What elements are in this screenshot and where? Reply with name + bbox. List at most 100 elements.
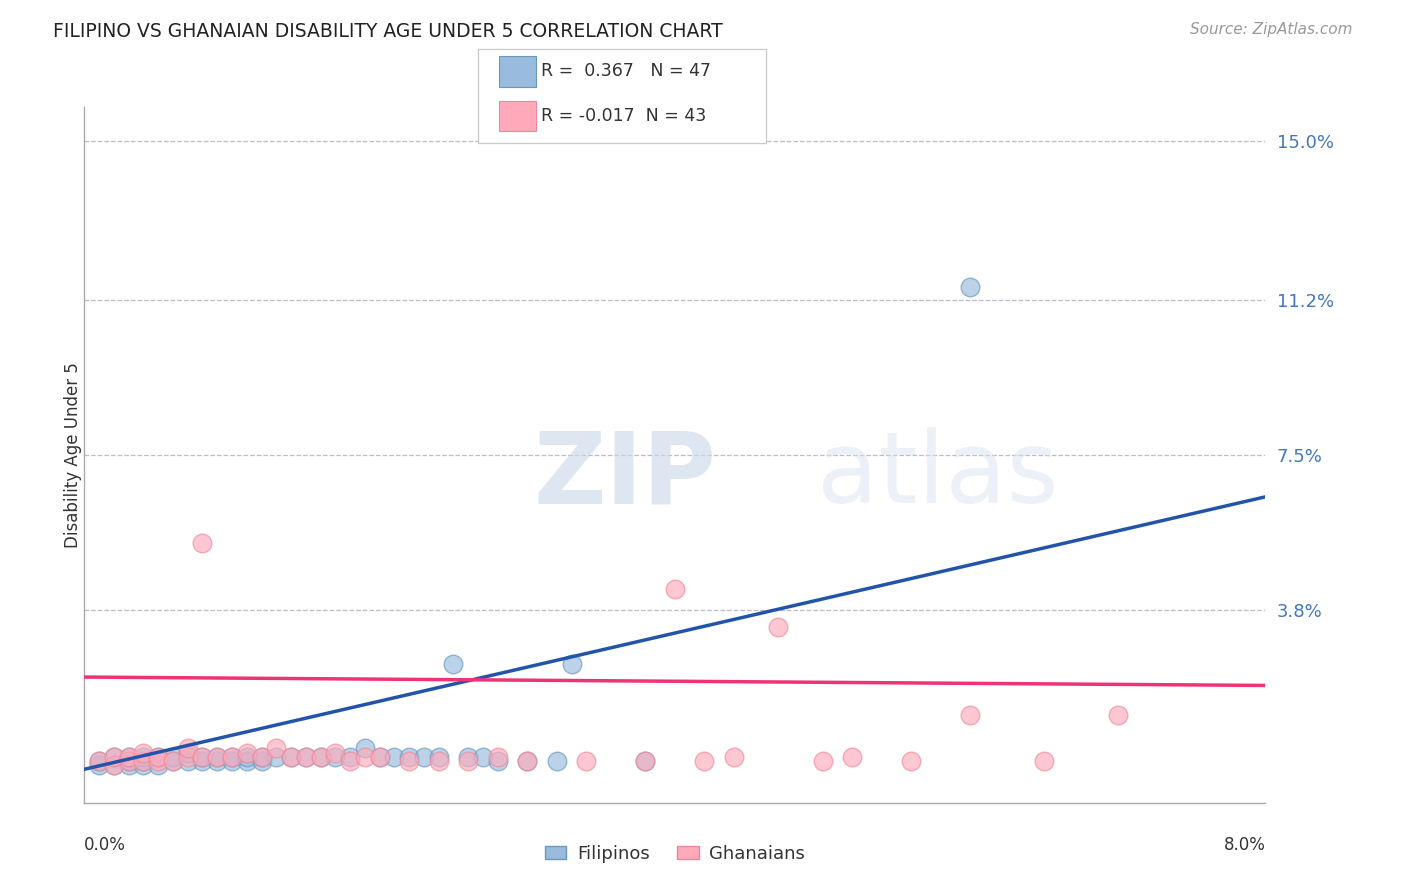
Point <box>221 754 243 768</box>
Point <box>280 749 302 764</box>
Point <box>457 749 479 764</box>
Point <box>118 754 141 768</box>
Point <box>811 754 834 768</box>
Point <box>132 749 155 764</box>
Point <box>191 749 214 764</box>
Point <box>103 749 125 764</box>
Point <box>221 749 243 764</box>
Text: Source: ZipAtlas.com: Source: ZipAtlas.com <box>1189 22 1353 37</box>
Point <box>162 749 184 764</box>
Point <box>575 754 598 768</box>
Point <box>959 707 981 722</box>
Point <box>339 754 361 768</box>
Point <box>339 749 361 764</box>
Point <box>354 741 377 756</box>
Y-axis label: Disability Age Under 5: Disability Age Under 5 <box>65 362 82 548</box>
Point <box>118 749 141 764</box>
Point <box>177 746 200 760</box>
Point <box>693 754 716 768</box>
Text: 8.0%: 8.0% <box>1223 837 1265 855</box>
Point <box>723 749 745 764</box>
Point <box>368 749 391 764</box>
Point <box>250 754 273 768</box>
Point <box>768 620 790 634</box>
Point <box>561 657 583 672</box>
Point <box>634 754 657 768</box>
Point <box>148 749 170 764</box>
Point <box>295 749 318 764</box>
Point <box>177 754 200 768</box>
Point <box>486 749 509 764</box>
Point <box>413 749 436 764</box>
Point <box>162 754 184 768</box>
Point <box>264 741 288 756</box>
Point <box>103 758 125 772</box>
Point <box>634 754 657 768</box>
Point <box>191 749 214 764</box>
Point <box>132 754 155 768</box>
Point <box>384 749 406 764</box>
Point <box>191 536 214 550</box>
Point <box>87 754 111 768</box>
Point <box>1107 707 1129 722</box>
Point <box>103 758 125 772</box>
Point <box>235 746 259 760</box>
Point <box>664 582 686 596</box>
Point <box>443 657 465 672</box>
Point <box>148 749 170 764</box>
Point <box>325 746 347 760</box>
Text: FILIPINO VS GHANAIAN DISABILITY AGE UNDER 5 CORRELATION CHART: FILIPINO VS GHANAIAN DISABILITY AGE UNDE… <box>53 22 723 41</box>
Point <box>309 749 332 764</box>
Text: 0.0%: 0.0% <box>84 837 127 855</box>
Point <box>486 754 509 768</box>
Point <box>1033 754 1056 768</box>
Point <box>472 749 495 764</box>
Point <box>250 749 273 764</box>
Point <box>207 754 229 768</box>
Text: R = -0.017  N = 43: R = -0.017 N = 43 <box>541 107 707 125</box>
Point <box>398 749 420 764</box>
Point <box>280 749 302 764</box>
Point <box>398 754 420 768</box>
Text: atlas: atlas <box>817 427 1059 524</box>
Point <box>103 749 125 764</box>
Point <box>295 749 318 764</box>
Point <box>516 754 538 768</box>
Point <box>132 758 155 772</box>
Point <box>118 754 141 768</box>
Point <box>264 749 288 764</box>
Point <box>841 749 863 764</box>
Point <box>427 754 450 768</box>
Text: R =  0.367   N = 47: R = 0.367 N = 47 <box>541 62 711 80</box>
Point <box>87 758 111 772</box>
Point <box>516 754 538 768</box>
Point <box>177 749 200 764</box>
Point <box>250 749 273 764</box>
Point <box>118 758 141 772</box>
Point <box>354 749 377 764</box>
Point <box>235 754 259 768</box>
Point <box>221 749 243 764</box>
Point <box>162 754 184 768</box>
Point <box>309 749 332 764</box>
Point <box>87 754 111 768</box>
Text: ZIP: ZIP <box>533 427 716 524</box>
Point <box>235 749 259 764</box>
Point <box>132 754 155 768</box>
Point <box>177 741 200 756</box>
Legend: Filipinos, Ghanaians: Filipinos, Ghanaians <box>537 838 813 871</box>
Point <box>900 754 922 768</box>
Point <box>959 280 981 294</box>
Point <box>427 749 450 764</box>
Point <box>368 749 391 764</box>
Point <box>207 749 229 764</box>
Point <box>191 754 214 768</box>
Point <box>148 758 170 772</box>
Point <box>207 749 229 764</box>
Point <box>148 754 170 768</box>
Point <box>118 749 141 764</box>
Point <box>457 754 479 768</box>
Point <box>132 746 155 760</box>
Point <box>325 749 347 764</box>
Point <box>546 754 568 768</box>
